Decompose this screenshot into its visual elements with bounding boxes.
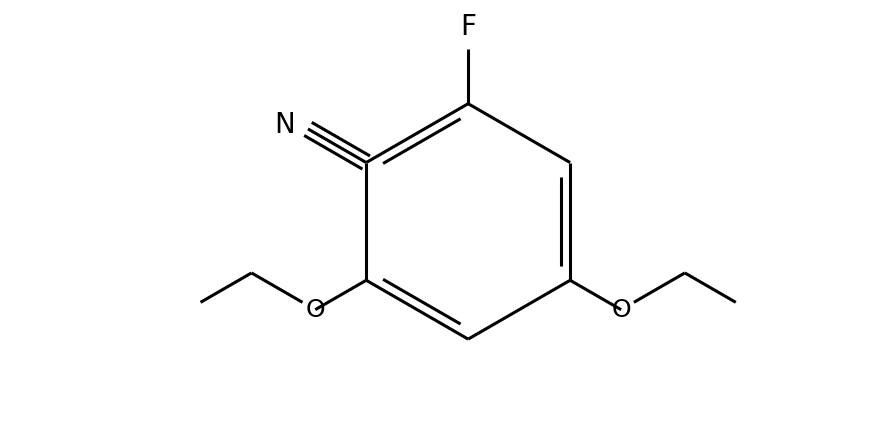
Text: N: N bbox=[275, 111, 295, 139]
Text: O: O bbox=[306, 298, 325, 322]
Text: F: F bbox=[461, 13, 476, 40]
Text: O: O bbox=[612, 298, 631, 322]
